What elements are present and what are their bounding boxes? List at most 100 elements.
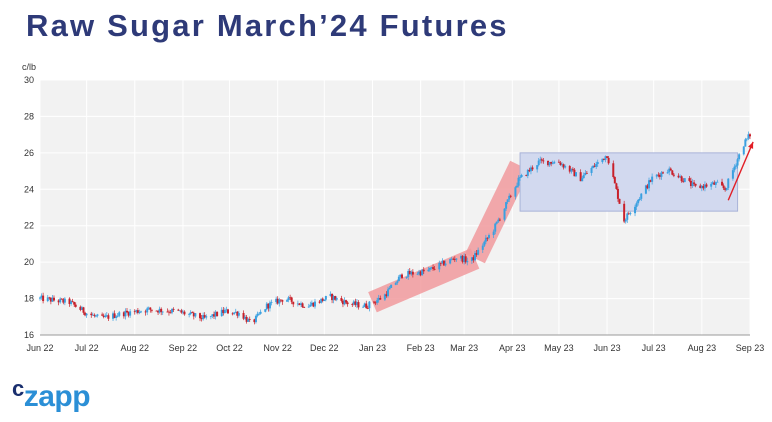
candle bbox=[225, 306, 228, 313]
candle-body bbox=[399, 274, 402, 277]
candle bbox=[731, 167, 734, 181]
candle bbox=[660, 171, 663, 180]
candle bbox=[213, 311, 216, 319]
candle-body bbox=[225, 309, 228, 311]
candle bbox=[725, 187, 728, 191]
candle bbox=[570, 168, 573, 174]
candle bbox=[595, 161, 598, 170]
candle bbox=[508, 193, 511, 203]
candle-body bbox=[192, 312, 195, 317]
candle-body bbox=[671, 170, 674, 175]
candle bbox=[410, 270, 413, 276]
candle-body bbox=[548, 162, 551, 166]
candle-body bbox=[637, 199, 640, 204]
candle-body bbox=[191, 312, 194, 314]
candle-body bbox=[691, 182, 694, 187]
x-tick-label: Jan 23 bbox=[359, 343, 386, 353]
candle bbox=[223, 307, 226, 314]
candle bbox=[411, 269, 414, 278]
candle-body bbox=[585, 172, 588, 174]
candle-body bbox=[596, 162, 599, 164]
candle-body bbox=[101, 314, 104, 316]
candle bbox=[256, 311, 259, 318]
candle-body bbox=[487, 235, 490, 238]
candle-body bbox=[167, 311, 170, 313]
candle-body bbox=[634, 206, 637, 214]
candle bbox=[498, 217, 501, 222]
candle-body bbox=[561, 164, 564, 166]
candle bbox=[298, 302, 301, 306]
candle-body bbox=[138, 312, 141, 313]
candle bbox=[220, 307, 223, 317]
candle bbox=[116, 312, 119, 318]
candle-body bbox=[573, 169, 576, 177]
candle-body bbox=[82, 307, 85, 313]
candle bbox=[536, 165, 539, 173]
candle-body bbox=[385, 294, 388, 297]
candle bbox=[464, 254, 467, 264]
candle bbox=[551, 160, 554, 165]
candle bbox=[300, 301, 303, 308]
candle bbox=[602, 158, 605, 161]
candle bbox=[321, 297, 324, 303]
candle-body bbox=[584, 172, 587, 176]
candle bbox=[744, 137, 747, 147]
candle bbox=[254, 314, 257, 324]
x-axis: Jun 22 Jul 22 Aug 22 Sep 22 Oct 22 Nov 22 Dec … bbox=[26, 334, 764, 353]
candle bbox=[727, 178, 730, 191]
candle bbox=[442, 260, 445, 267]
candle bbox=[265, 301, 268, 311]
candle bbox=[539, 156, 542, 164]
candle bbox=[745, 138, 748, 142]
candle bbox=[526, 168, 529, 179]
candle-body bbox=[419, 271, 422, 276]
candle bbox=[606, 156, 609, 159]
candle bbox=[623, 200, 626, 224]
candle bbox=[63, 297, 66, 306]
candle-body bbox=[51, 297, 54, 302]
candle bbox=[475, 249, 478, 257]
candle bbox=[455, 258, 458, 262]
candle bbox=[172, 307, 175, 312]
candle bbox=[693, 180, 696, 187]
candle bbox=[309, 301, 312, 307]
czapp-logo: czapp bbox=[12, 376, 91, 414]
candle-body bbox=[679, 176, 682, 178]
candle bbox=[713, 180, 716, 185]
candle-body bbox=[127, 312, 130, 316]
candle-body bbox=[256, 313, 259, 316]
candle bbox=[167, 309, 170, 316]
candle-body bbox=[46, 297, 49, 302]
candle-body bbox=[477, 249, 480, 255]
x-tick-label: Dec 22 bbox=[310, 343, 339, 353]
candle-body bbox=[472, 257, 475, 261]
candle bbox=[439, 262, 442, 267]
candle bbox=[477, 247, 480, 256]
y-axis: 16 18 20 22 24 26 28 30 bbox=[24, 75, 34, 340]
candle bbox=[634, 204, 637, 217]
candle bbox=[503, 208, 506, 222]
candle bbox=[363, 302, 366, 308]
candle-body bbox=[439, 262, 442, 264]
candle-body bbox=[540, 159, 543, 161]
candle-body bbox=[160, 308, 163, 313]
candle bbox=[105, 312, 108, 318]
candle bbox=[525, 174, 528, 177]
candle bbox=[460, 254, 463, 261]
candle bbox=[407, 269, 410, 280]
candle bbox=[461, 254, 464, 264]
candle-body bbox=[105, 315, 108, 317]
candle bbox=[517, 175, 520, 188]
candle-body bbox=[373, 301, 376, 303]
candle-body bbox=[354, 301, 357, 306]
candle-body bbox=[466, 260, 469, 263]
candle-body bbox=[506, 199, 509, 203]
candle bbox=[48, 296, 51, 300]
candle bbox=[481, 243, 484, 254]
candle bbox=[373, 300, 376, 304]
candle-body bbox=[668, 168, 671, 173]
candle bbox=[596, 159, 599, 167]
candle bbox=[194, 313, 197, 318]
candle-body bbox=[237, 312, 240, 316]
